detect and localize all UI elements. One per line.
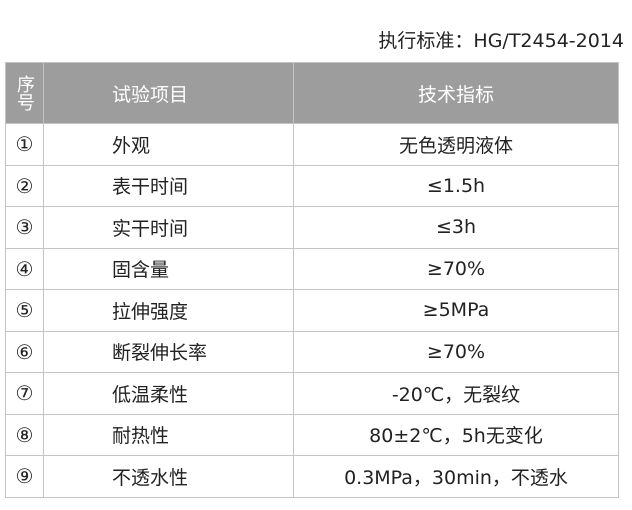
spec-value: 0.3MPa，30min，不透水 [293,455,619,498]
standard-label: 执行标准：HG/T2454-2014 [378,30,624,52]
table-row: ② 表干时间 ≤1.5h [5,164,619,207]
test-item: 断裂伸长率 [43,330,294,373]
table-row: ① 外观 无色透明液体 [5,123,619,166]
spec-value: ≥70% [293,247,619,290]
spec-value: 无色透明液体 [293,123,619,166]
test-item: 低温柔性 [43,372,294,415]
spec-value: ≥5MPa [293,289,619,332]
row-number: ⑤ [5,289,44,332]
spec-value: -20℃，无裂纹 [293,372,619,415]
row-number: ⑧ [5,413,44,456]
table-header-row: 序号 试验项目 技术指标 [5,62,619,124]
test-item: 耐热性 [43,413,294,456]
row-number: ① [5,123,44,166]
row-number: ④ [5,247,44,290]
test-item: 固含量 [43,247,294,290]
row-number: ⑦ [5,372,44,415]
table-row: ⑤ 拉伸强度 ≥5MPa [5,289,619,332]
table-row: ③ 实干时间 ≤3h [5,206,619,249]
row-number: ③ [5,206,44,249]
test-item: 外观 [43,123,294,166]
table-row: ⑨ 不透水性 0.3MPa，30min，不透水 [5,455,619,498]
header-value: 技术指标 [293,62,619,124]
spec-value: ≤3h [293,206,619,249]
table-row: ⑥ 断裂伸长率 ≥70% [5,330,619,373]
test-item: 拉伸强度 [43,289,294,332]
table-row: ⑦ 低温柔性 -20℃，无裂纹 [5,372,619,415]
row-number: ⑨ [5,455,44,498]
row-number: ② [5,164,44,207]
test-item: 实干时间 [43,206,294,249]
spec-table: 序号 试验项目 技术指标 ① 外观 无色透明液体 ② 表干时间 ≤1.5h ③ 实干时间 ≤3h… [5,62,619,498]
table-row: ⑧ 耐热性 80±2℃，5h无变化 [5,413,619,456]
row-number: ⑥ [5,330,44,373]
spec-value: ≤1.5h [293,164,619,207]
header-item: 试验项目 [43,62,294,124]
spec-value: ≥70% [293,330,619,373]
spec-value: 80±2℃，5h无变化 [293,413,619,456]
test-item: 不透水性 [43,455,294,498]
header-seq: 序号 [5,62,44,124]
table-row: ④ 固含量 ≥70% [5,247,619,290]
test-item: 表干时间 [43,164,294,207]
